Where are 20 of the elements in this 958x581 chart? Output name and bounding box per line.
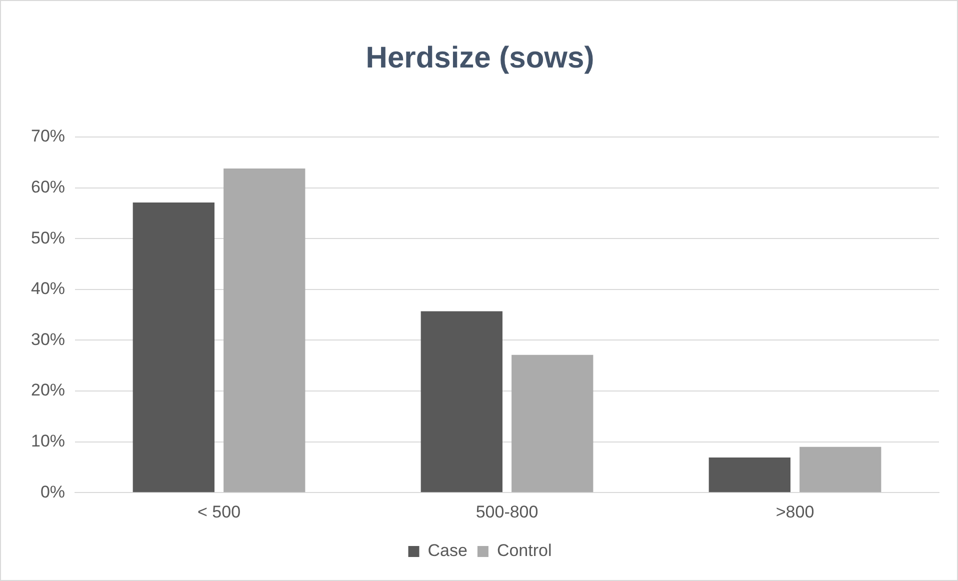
y-tick-label: 60% [30,177,66,196]
bar [800,446,882,492]
bar [420,311,502,492]
x-tick-label: 500-800 [476,502,538,522]
bar [708,458,790,492]
y-tick-label: 0% [40,482,66,502]
x-tick-label: < 500 [198,502,241,522]
y-tick-label: 20% [30,380,66,400]
legend-label: Control [496,541,552,560]
bar [132,202,214,492]
y-tick-label: 10% [30,431,66,450]
y-tick-label: 30% [30,330,66,349]
y-tick-label: 40% [30,279,66,298]
bar [224,168,306,492]
bar [512,354,594,492]
chart-title: Herdsize (sows) [366,41,594,74]
legend-label: Case [428,541,468,560]
y-tick-label: 50% [30,228,66,248]
x-tick-label: >800 [776,502,814,522]
y-tick-label: 70% [30,126,66,146]
